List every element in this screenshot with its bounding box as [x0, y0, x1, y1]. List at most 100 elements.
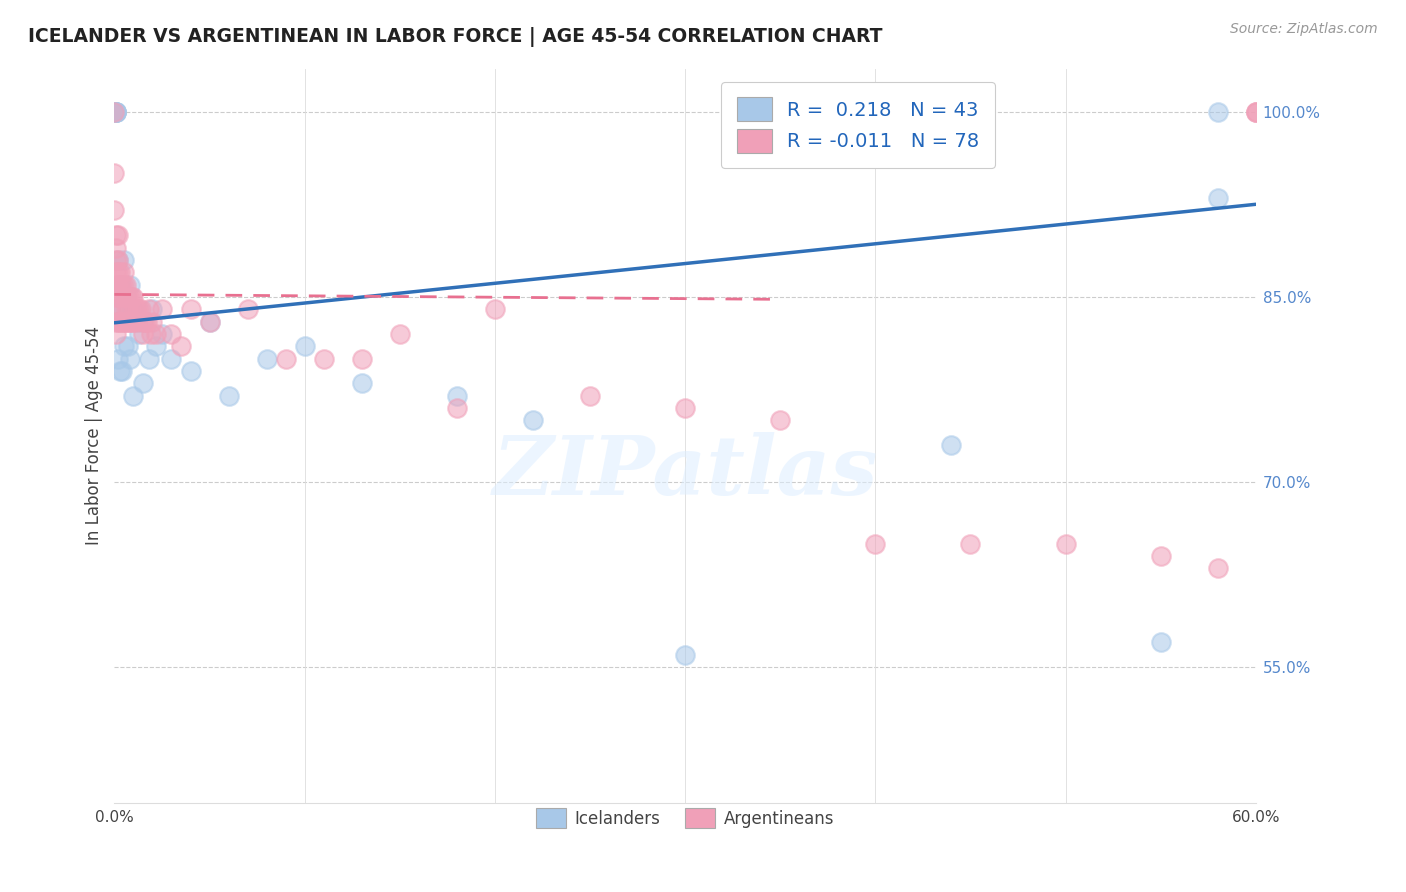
Point [388, 326, 411, 341]
Point [132, 376, 155, 391]
Point [160, 351, 183, 366]
Point [579, 389, 602, 403]
Point [107, 252, 129, 267]
Point [105, 104, 128, 119]
Point [121, 290, 143, 304]
Point [769, 413, 792, 427]
Point [107, 290, 129, 304]
Point [112, 339, 135, 353]
Point [118, 314, 141, 328]
Point [108, 364, 131, 378]
Point [446, 389, 468, 403]
Point [108, 302, 131, 317]
Point [127, 302, 149, 317]
Point [122, 389, 145, 403]
Point [105, 314, 128, 328]
Point [274, 351, 297, 366]
Point [112, 314, 135, 328]
Point [1244, 104, 1267, 119]
Point [150, 302, 173, 317]
Point [112, 265, 135, 279]
Point [111, 290, 134, 304]
Point [312, 351, 335, 366]
Point [145, 326, 167, 341]
Point [117, 339, 139, 353]
Point [114, 290, 136, 304]
Point [141, 302, 163, 317]
Point [105, 277, 128, 292]
Point [294, 339, 316, 353]
Point [179, 364, 201, 378]
Point [112, 290, 135, 304]
Point [132, 326, 155, 341]
Point [105, 290, 128, 304]
Point [117, 314, 139, 328]
Point [121, 314, 143, 328]
Point [129, 302, 152, 317]
Point [105, 104, 128, 119]
Point [105, 104, 128, 119]
Point [117, 290, 139, 304]
Point [350, 351, 373, 366]
Point [446, 401, 468, 415]
Point [138, 351, 160, 366]
Point [1206, 104, 1229, 119]
Point [103, 203, 125, 218]
Point [107, 351, 129, 366]
Point [114, 302, 136, 317]
Point [135, 314, 157, 328]
Point [1149, 549, 1171, 563]
Point [673, 648, 696, 662]
Point [111, 277, 134, 292]
Legend: Icelanders, Argentineans: Icelanders, Argentineans [530, 801, 841, 835]
Point [108, 277, 131, 292]
Point [117, 302, 139, 317]
Point [108, 265, 131, 279]
Point [522, 413, 544, 427]
Point [114, 277, 136, 292]
Point [111, 314, 134, 328]
Point [134, 314, 156, 328]
Point [139, 326, 162, 341]
Point [145, 339, 167, 353]
Text: Source: ZipAtlas.com: Source: ZipAtlas.com [1230, 22, 1378, 37]
Point [160, 326, 183, 341]
Point [108, 277, 131, 292]
Text: ICELANDER VS ARGENTINEAN IN LABOR FORCE | AGE 45-54 CORRELATION CHART: ICELANDER VS ARGENTINEAN IN LABOR FORCE … [28, 27, 883, 46]
Point [179, 302, 201, 317]
Point [941, 438, 963, 452]
Point [112, 252, 135, 267]
Point [1206, 191, 1229, 205]
Point [127, 314, 149, 328]
Point [1054, 537, 1077, 551]
Point [107, 252, 129, 267]
Point [959, 537, 981, 551]
Point [132, 314, 155, 328]
Point [138, 302, 160, 317]
Point [128, 326, 150, 341]
Point [1149, 635, 1171, 649]
Point [150, 326, 173, 341]
Point [105, 104, 128, 119]
Point [118, 277, 141, 292]
Point [256, 351, 278, 366]
Point [105, 228, 128, 243]
Point [108, 314, 131, 328]
Point [1244, 104, 1267, 119]
Point [105, 302, 128, 317]
Point [105, 265, 128, 279]
Point [105, 104, 128, 119]
Point [111, 364, 134, 378]
Point [114, 314, 136, 328]
Point [105, 326, 128, 341]
Point [105, 240, 128, 254]
Point [105, 252, 128, 267]
Point [107, 228, 129, 243]
Point [1244, 104, 1267, 119]
Point [103, 104, 125, 119]
Point [122, 314, 145, 328]
Point [127, 314, 149, 328]
Point [132, 314, 155, 328]
Point [107, 265, 129, 279]
Point [198, 314, 221, 328]
